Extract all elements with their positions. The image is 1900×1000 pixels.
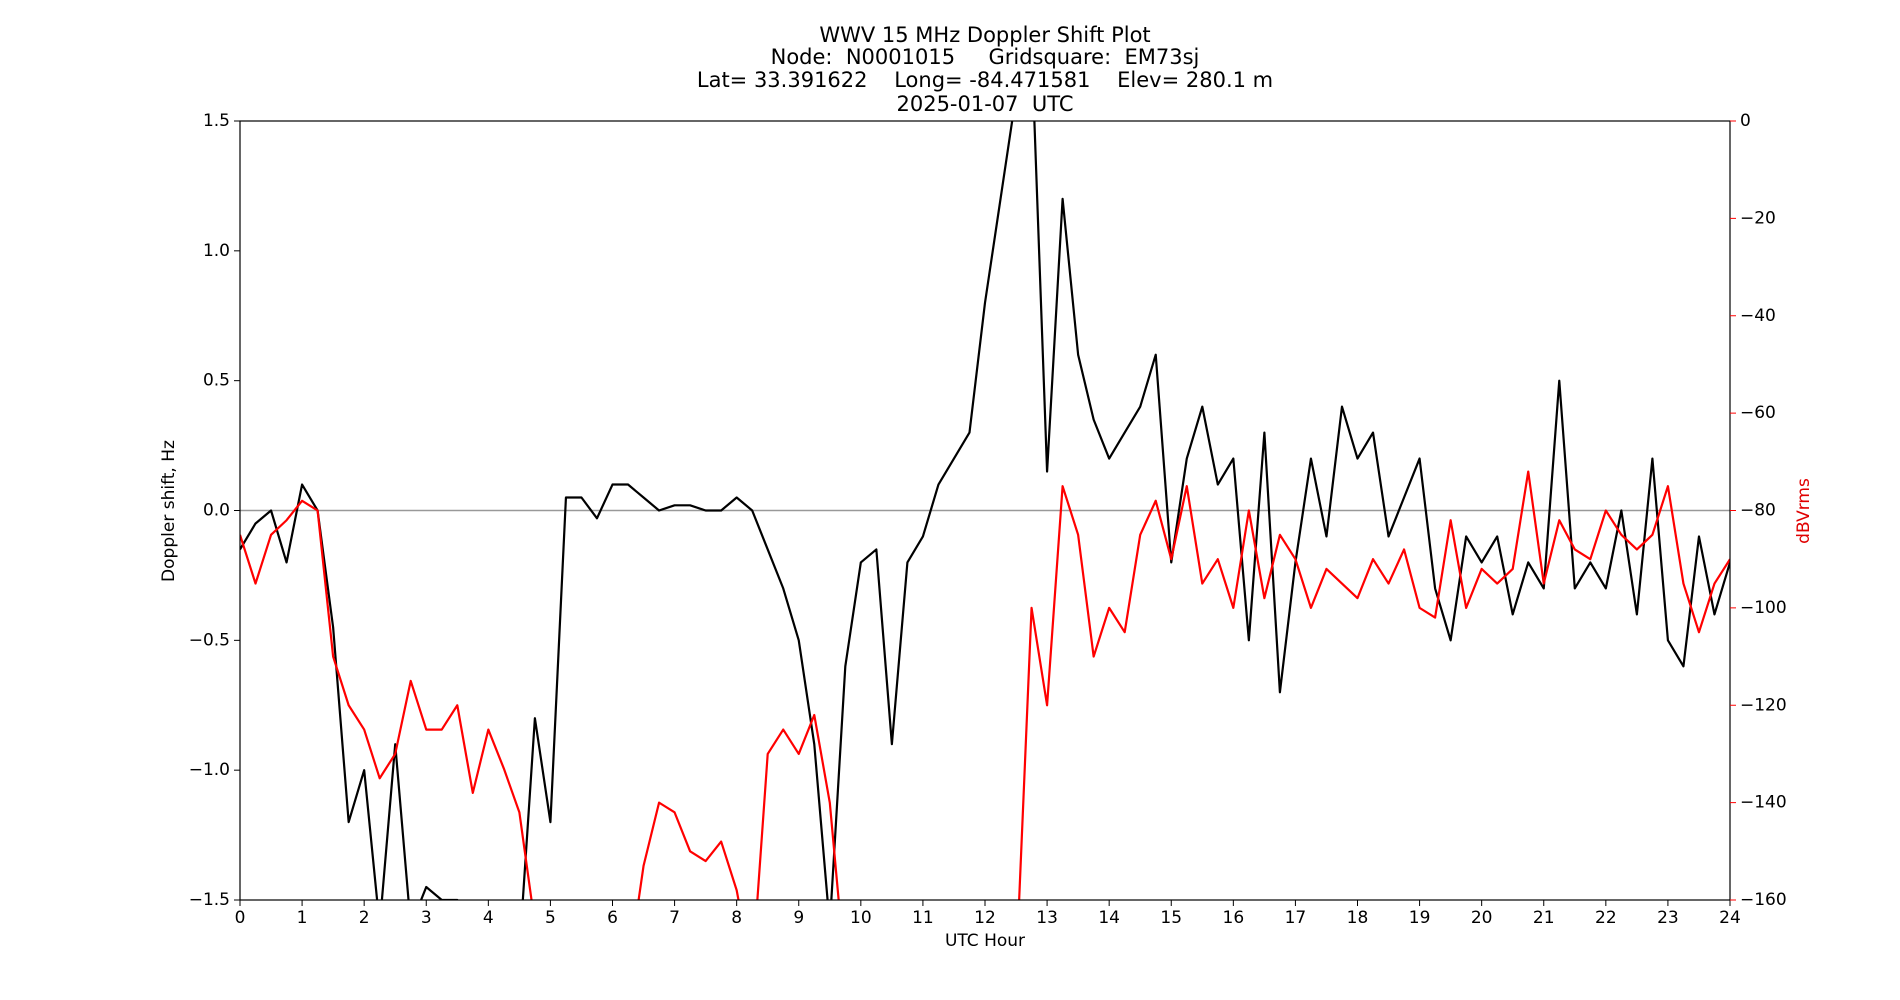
y-tick-label: −1.0: [189, 760, 230, 780]
y2-axis-label: dBVrms: [1794, 478, 1814, 544]
y2-tick-label: 0: [1740, 111, 1751, 131]
y-tick-label: 0.5: [203, 371, 230, 391]
x-tick-label: 10: [850, 908, 872, 928]
x-tick-label: 9: [793, 908, 804, 928]
x-tick-label: 18: [1347, 908, 1369, 928]
y-axis-label: Doppler shift, Hz: [159, 440, 179, 582]
x-tick-label: 17: [1285, 908, 1307, 928]
y2-tick-label: −60: [1740, 403, 1776, 423]
x-axis-label: UTC Hour: [945, 931, 1025, 951]
x-tick-label: 4: [483, 908, 494, 928]
x-tick-label: 15: [1160, 908, 1182, 928]
y-tick-label: 1.0: [203, 241, 230, 261]
y-tick-label: −0.5: [189, 630, 230, 650]
x-tick-label: 16: [1223, 908, 1245, 928]
y2-tick-label: −140: [1740, 793, 1787, 813]
plot-area: [240, 121, 1730, 900]
x-tick-label: 12: [974, 908, 996, 928]
y2-tick-label: −100: [1740, 598, 1787, 618]
y2-tick-label: −20: [1740, 208, 1776, 228]
x-tick-label: 20: [1471, 908, 1493, 928]
x-tick-label: 8: [731, 908, 742, 928]
x-tick-label: 3: [421, 908, 432, 928]
x-tick-label: 11: [912, 908, 934, 928]
y2-tick-label: −40: [1740, 306, 1776, 326]
x-tick-label: 21: [1533, 908, 1555, 928]
y2-tick-label: −120: [1740, 695, 1787, 715]
chart-subtitle: Node: N0001015 Gridsquare: EM73sj: [771, 45, 1200, 69]
y-tick-label: 0.0: [203, 501, 230, 521]
x-tick-label: 7: [669, 908, 680, 928]
data-line: [240, 470, 1730, 900]
x-tick-label: 22: [1595, 908, 1617, 928]
data-line: [240, 121, 1730, 900]
x-tick-label: 6: [607, 908, 618, 928]
chart-subtitle: Lat= 33.391622 Long= -84.471581 Elev= 28…: [697, 68, 1273, 92]
x-tick-label: 24: [1719, 908, 1741, 928]
x-tick-label: 23: [1657, 908, 1679, 928]
chart-title: WWV 15 MHz Doppler Shift Plot: [819, 23, 1150, 47]
x-tick-label: 13: [1036, 908, 1058, 928]
y2-tick-label: −160: [1740, 890, 1787, 910]
x-tick-label: 19: [1409, 908, 1431, 928]
x-tick-label: 0: [235, 908, 246, 928]
y2-tick-label: −80: [1740, 501, 1776, 521]
y-tick-label: 1.5: [203, 111, 230, 131]
x-tick-label: 5: [545, 908, 556, 928]
x-tick-label: 1: [297, 908, 308, 928]
y-tick-label: −1.5: [189, 890, 230, 910]
chart-subtitle: 2025-01-07 UTC: [896, 92, 1073, 116]
x-tick-label: 14: [1098, 908, 1120, 928]
x-tick-label: 2: [359, 908, 370, 928]
